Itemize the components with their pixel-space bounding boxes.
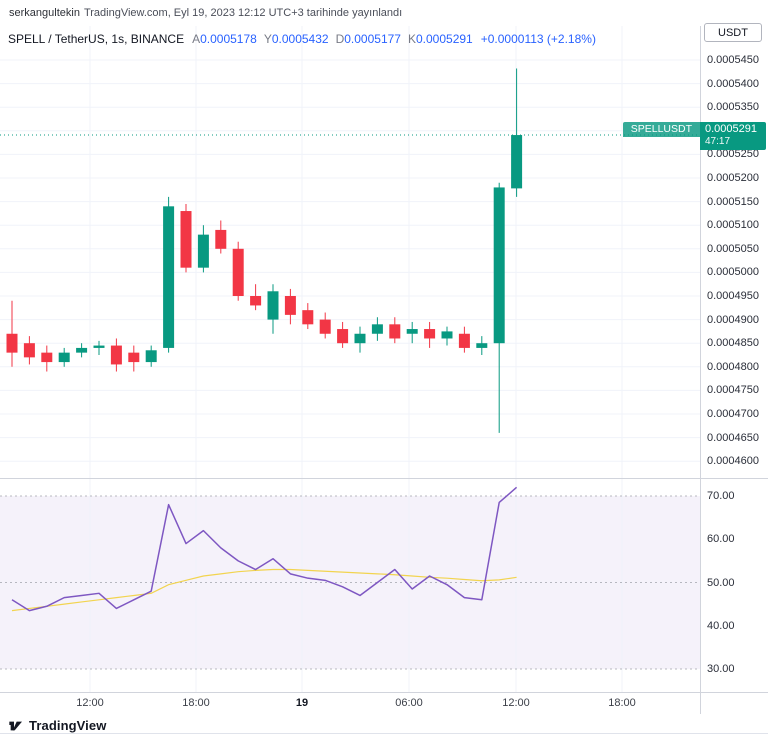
symbol-title[interactable]: SPELL / TetherUS, 1s, BINANCE <box>8 32 185 46</box>
badge-price: 0.0005291 <box>705 123 757 135</box>
bottom-divider <box>0 733 768 734</box>
ohlc-letter: Y <box>263 32 272 46</box>
chart-panes: 12:00 18:00 19 06:00 12:00 18:00 SPELL / Teth… <box>0 26 700 714</box>
chart-area: 12:00 18:00 19 06:00 12:00 18:00 SPELL / Teth… <box>0 23 768 714</box>
ohlc-letter: K <box>407 32 416 46</box>
rsi-axis-label: 30.00 <box>707 663 735 675</box>
time-axis-label: 19 <box>295 697 309 709</box>
publication-author: serkangultekin <box>9 7 80 19</box>
ohlc-value: 0.0005291 <box>416 32 473 46</box>
candles <box>6 68 523 433</box>
footer: TradingView <box>0 714 768 736</box>
ohlc-value: 0.0005178 <box>200 32 257 46</box>
time-axis-label: 12:00 <box>502 697 530 709</box>
time-axis-label: 18:00 <box>182 697 210 709</box>
price-axis-label: 0.0005450 <box>707 54 759 66</box>
price-pane-svg[interactable] <box>0 26 700 478</box>
time-axis-label: 18:00 <box>608 697 636 709</box>
ohlc-value: 0.0005432 <box>271 32 329 46</box>
last-price-badge: SPELLUSDT 0.0005291 47:17 <box>622 122 766 150</box>
rsi-axis-label: 60.00 <box>707 533 735 546</box>
tradingview-brand[interactable]: TradingView <box>29 717 107 733</box>
pane-separator[interactable] <box>0 478 768 479</box>
price-axis-label: 0.0005350 <box>707 101 759 114</box>
price-axis-label: 0.0004950 <box>707 290 759 302</box>
tradingview-logo-icon[interactable] <box>8 717 24 733</box>
rsi-line <box>11 486 518 612</box>
price-axis-label: 0.0005400 <box>707 77 759 90</box>
price-axis-label: 0.0005200 <box>707 172 759 184</box>
price-axis-label: 0.0004800 <box>707 360 759 373</box>
price-change: +0.0000113 (+2.18%) <box>480 32 596 46</box>
price-axis-label: 0.0004900 <box>707 313 759 326</box>
price-axis-label: 0.0005150 <box>707 195 759 208</box>
ohlc-letter: D <box>335 32 345 46</box>
currency-toggle[interactable]: USDT <box>704 23 762 42</box>
ohlc-values: A 0.0005178 Y 0.0005432 D 0.0005177 K 0.0005291 <box>192 32 473 46</box>
price-axis-label: 0.0005050 <box>707 242 759 255</box>
rsi-axis-label: 70.00 <box>707 490 735 502</box>
publication-info: TradingView.com, Eyl 19, 2023 12:12 UTC+… <box>83 7 403 19</box>
price-axis-label: 0.0004700 <box>707 408 759 420</box>
badge-symbol: SPELLUSDT <box>622 122 700 137</box>
time-axis-separator <box>0 692 768 693</box>
price-axis-label: 0.0004850 <box>707 337 759 350</box>
publication-bar: serkangultekin TradingView.com, Eyl 19, … <box>0 0 768 26</box>
ohlc-value: 0.0005177 <box>344 32 401 46</box>
price-axis-label: 0.0005250 <box>707 148 759 161</box>
ohlc-letter: A <box>192 32 201 46</box>
price-axis-label: 0.0004750 <box>707 384 759 397</box>
price-grid <box>0 26 700 478</box>
price-axis-label: 0.0004650 <box>707 431 759 444</box>
price-axis[interactable]: USDT 0.00054500.00054000.00053500.000530… <box>700 23 768 714</box>
badge-countdown: 47:17 <box>705 136 731 147</box>
price-axis-label: 0.0005000 <box>707 266 759 279</box>
price-axis-label: 0.0005100 <box>707 219 759 232</box>
rsi-axis-label: 40.00 <box>707 619 735 632</box>
time-axis-label: 06:00 <box>395 697 423 709</box>
badge-price-block: 0.0005291 47:17 <box>700 122 766 150</box>
time-axis-label: 12:00 <box>76 697 104 709</box>
time-axis[interactable]: 12:00 18:00 19 06:00 12:00 18:00 <box>0 692 700 714</box>
chart-legend: SPELL / TetherUS, 1s, BINANCE A 0.0005178… <box>8 32 596 46</box>
rsi-pane-svg[interactable] <box>0 478 700 692</box>
price-axis-label: 0.0004600 <box>707 455 759 468</box>
rsi-axis-label: 50.00 <box>707 576 735 589</box>
